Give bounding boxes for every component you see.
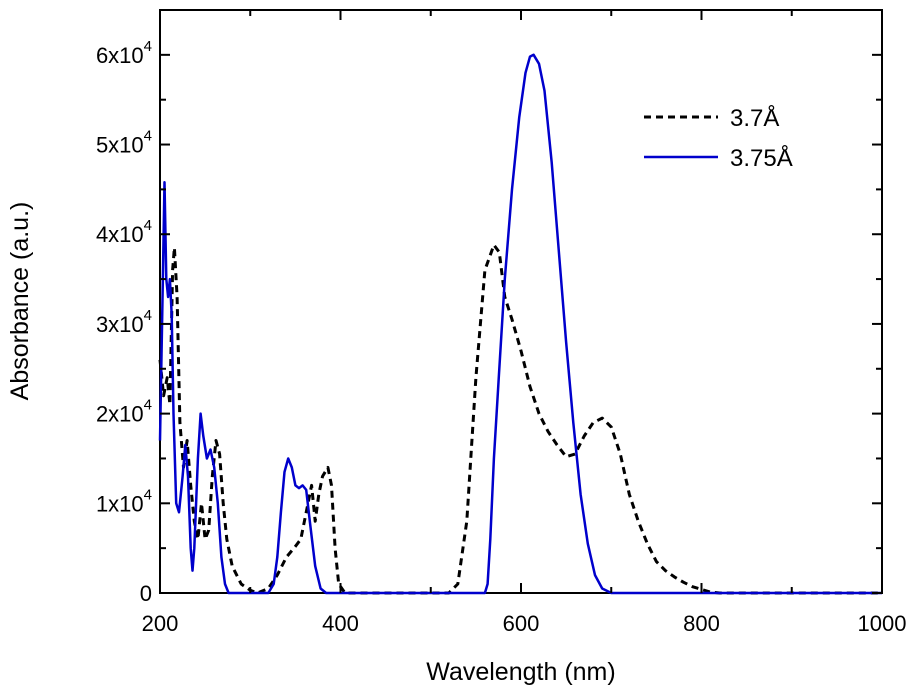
x-tick-label: 400: [322, 611, 359, 636]
y-tick-label: 3x104: [96, 307, 152, 337]
y-tick-label: 2x104: [96, 397, 152, 427]
y-axis-title: Absorbance (a.u.): [6, 202, 34, 401]
x-tick-label: 1000: [858, 611, 907, 636]
y-tick-label: 4x104: [96, 217, 152, 247]
y-tick-label: 0: [140, 581, 152, 606]
x-tick-label: 200: [142, 611, 179, 636]
x-axis-title: Wavelength (nm): [426, 658, 615, 686]
y-tick-label: 6x104: [96, 38, 152, 68]
ticks-layer: 200 400 600 800 1000 0 1x104 2x104 3x104 4x104 5x1…: [96, 10, 907, 636]
legend-label-3-7: 3.7Å: [730, 104, 779, 132]
legend: 3.7Å 3.75Å: [644, 104, 793, 172]
series-layer: [158, 53, 882, 595]
x-tick-label: 800: [683, 611, 720, 636]
y-tick-label: 5x104: [96, 128, 152, 158]
series-line-3-75: [158, 53, 882, 595]
x-tick-label: 600: [503, 611, 540, 636]
legend-label-3-75: 3.75Å: [730, 144, 793, 172]
y-tick-label: 1x104: [96, 486, 152, 516]
series-line-3-7: [158, 243, 882, 595]
